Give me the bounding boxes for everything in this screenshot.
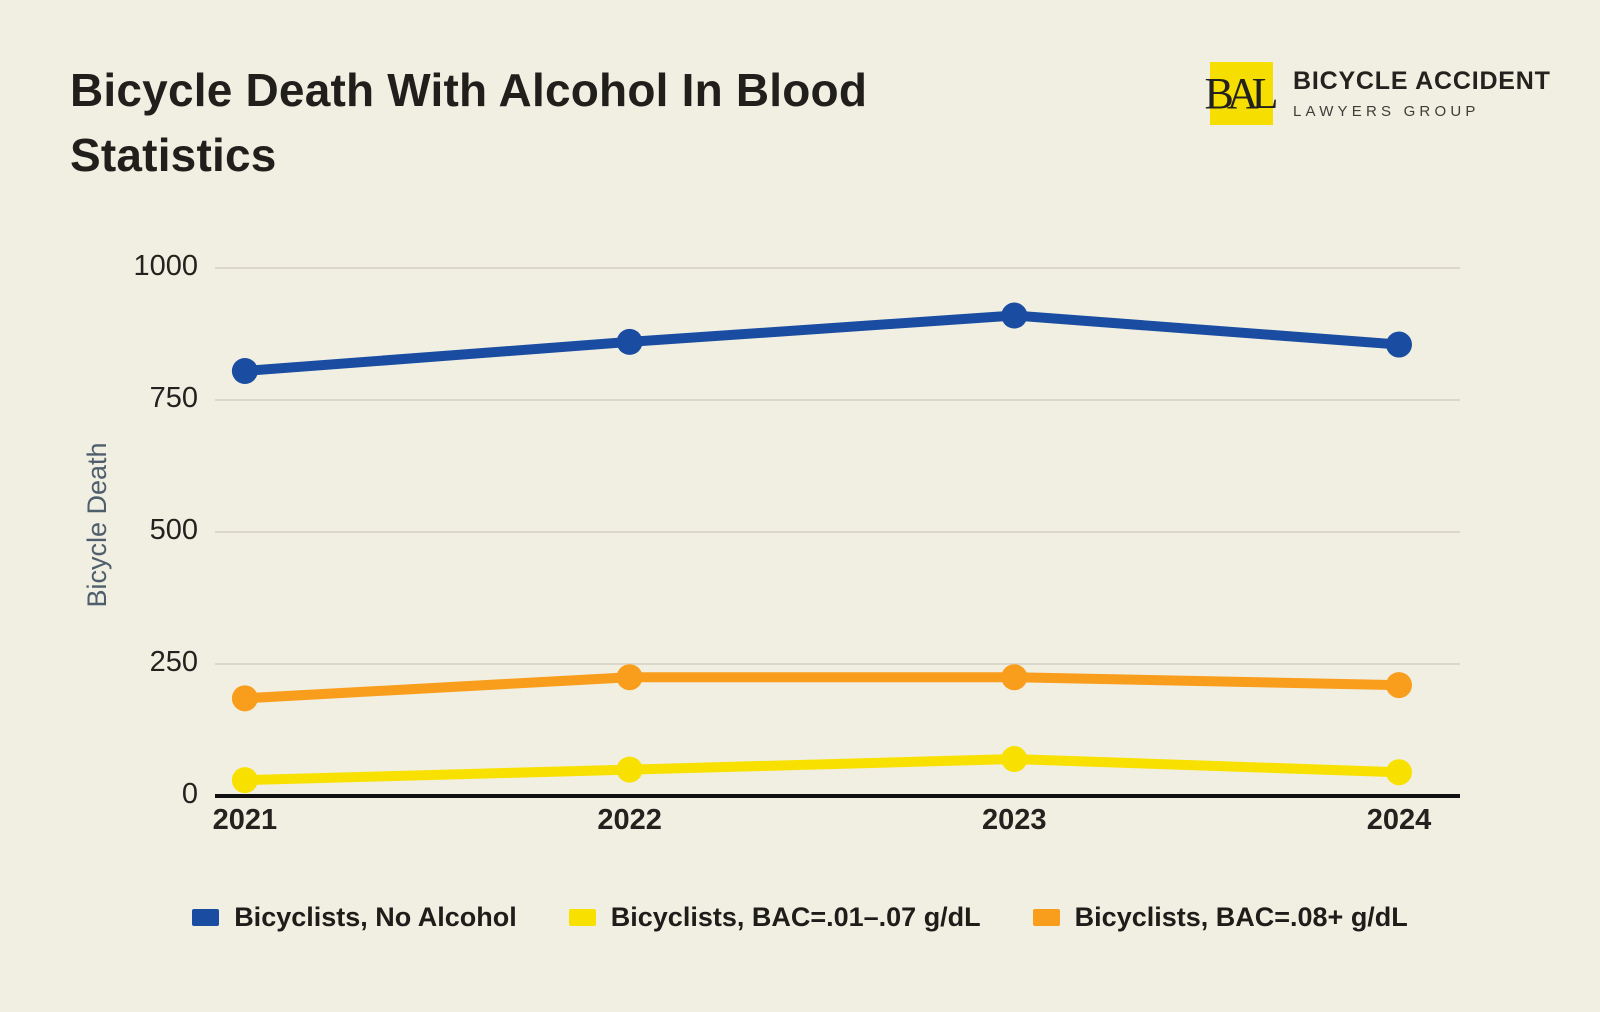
- y-gridline: [215, 399, 1460, 401]
- y-gridline: [215, 531, 1460, 533]
- legend: Bicyclists, No Alcohol Bicyclists, BAC=.0…: [0, 902, 1600, 933]
- y-tick-label: 0: [181, 778, 198, 810]
- series-line: [239, 310, 1404, 376]
- y-tick-label: 500: [149, 514, 198, 546]
- y-gridline: [215, 663, 1460, 665]
- data-point: [616, 328, 643, 355]
- legend-label: Bicyclists, BAC=.01–.07 g/dL: [610, 902, 981, 932]
- legend-item: Bicyclists, BAC=.08+ g/dL: [1032, 902, 1408, 933]
- x-tick-label: 2022: [597, 804, 662, 836]
- x-axis-line: [215, 794, 1460, 798]
- logo-brand-name: BICYCLE ACCIDENT: [1293, 67, 1551, 95]
- logo-monogram-text: BAL: [1204, 68, 1279, 118]
- page-title-line-1: Bicycle Death With Alcohol In Blood: [70, 64, 868, 116]
- legend-item: Bicyclists, BAC=.01–.07 g/dL: [568, 902, 981, 933]
- legend-swatch: [568, 909, 596, 926]
- y-tick-label: 250: [149, 646, 198, 678]
- data-point: [1385, 331, 1412, 358]
- y-tick-label: 750: [149, 382, 198, 414]
- brand-logo: BAL BICYCLE ACCIDENT LAWYERS GROUP: [1205, 62, 1551, 125]
- data-point: [1001, 302, 1028, 329]
- x-tick-label: 2021: [212, 804, 278, 836]
- data-point: [1385, 759, 1412, 786]
- x-tick-label: 2024: [1366, 804, 1432, 836]
- data-point: [616, 756, 643, 783]
- logo-brand-subname: LAWYERS GROUP: [1293, 103, 1480, 120]
- page-title: Bicycle Death With Alcohol In Blood Stat…: [70, 58, 867, 188]
- y-gridline: [215, 267, 1460, 269]
- y-tick-label: 1000: [133, 250, 198, 282]
- legend-label: Bicyclists, No Alcohol: [234, 902, 517, 932]
- data-point: [231, 685, 258, 712]
- data-point: [1385, 672, 1412, 699]
- series-line: [239, 672, 1404, 704]
- plot-area: [215, 267, 1460, 798]
- legend-label: Bicyclists, BAC=.08+ g/dL: [1074, 902, 1408, 932]
- legend-item: Bicyclists, No Alcohol: [192, 902, 517, 933]
- data-point: [231, 357, 258, 384]
- logo-wordmark: BICYCLE ACCIDENT LAWYERS GROUP: [1293, 67, 1551, 120]
- data-point: [1001, 746, 1028, 773]
- logo-monogram-badge: BAL: [1205, 62, 1278, 125]
- legend-swatch: [192, 909, 220, 926]
- x-tick-label: 2023: [982, 804, 1047, 836]
- data-point: [616, 664, 643, 691]
- series-plot-svg: [231, 302, 1412, 794]
- data-point: [231, 767, 258, 794]
- series-line: [239, 754, 1404, 786]
- legend-swatch: [1032, 909, 1060, 926]
- data-point: [1001, 664, 1028, 691]
- page-title-line-2: Statistics: [70, 129, 277, 181]
